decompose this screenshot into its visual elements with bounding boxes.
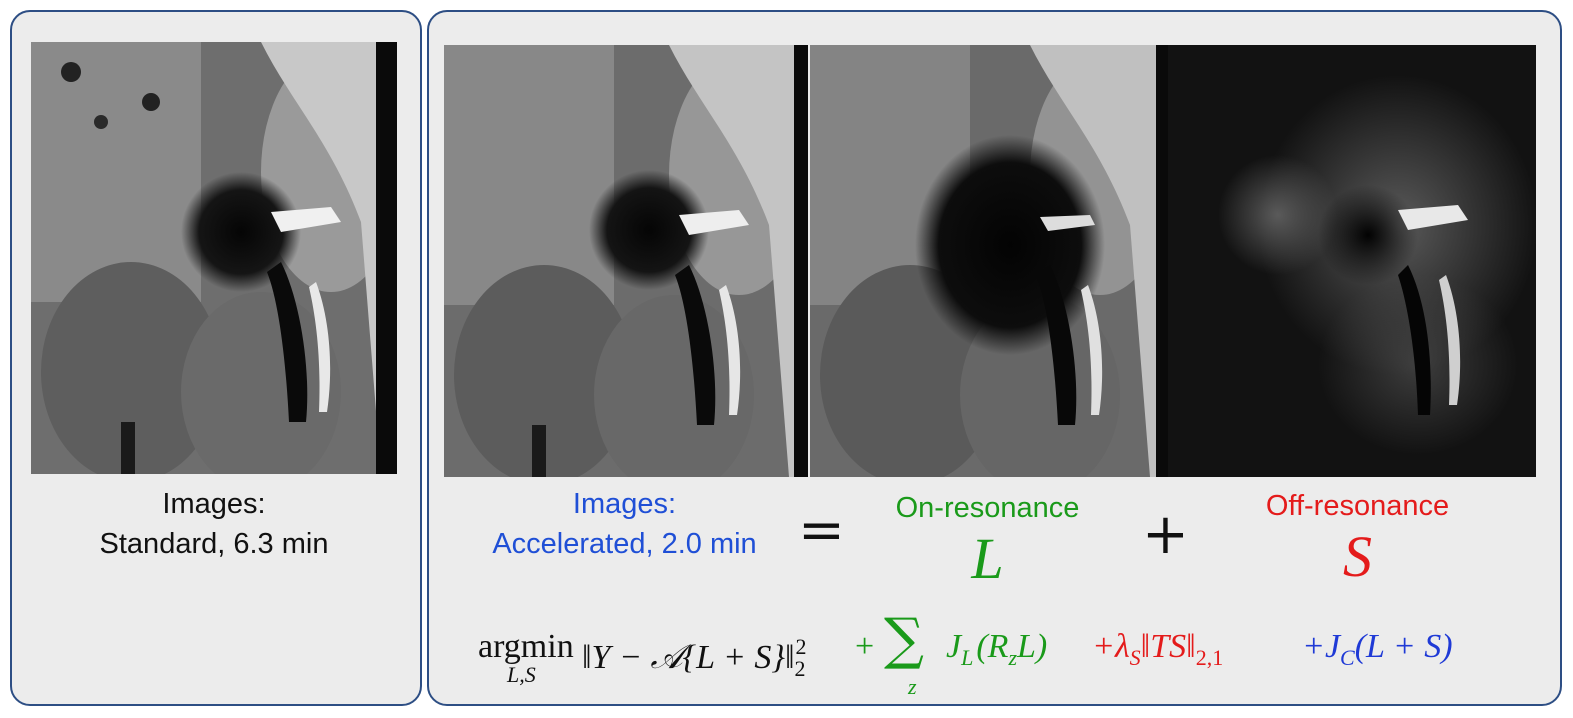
- consistency-arg: (L + S): [1354, 628, 1453, 665]
- lowrank-arg: (R: [976, 628, 1009, 665]
- lowrank-J-sub: L: [961, 645, 974, 670]
- accelerated-caption-line2: Accelerated, 2.0 min: [492, 528, 757, 560]
- on-resonance-symbol: L: [971, 526, 1004, 591]
- accelerated-mri-image: [444, 45, 808, 477]
- data-fidelity-term: ‖Y − 𝒜{L + S}‖22: [582, 627, 807, 689]
- on-resonance-label: On-resonance: [895, 492, 1080, 524]
- off-resonance-mri-image: [1168, 45, 1536, 477]
- argmin-subscript: L,S: [507, 662, 536, 687]
- standard-caption-line1: Images:: [162, 488, 266, 520]
- off-resonance-symbol: S: [1343, 524, 1372, 589]
- lowrank-arg-sub: z: [1008, 645, 1017, 670]
- sum-symbol: ∑: [884, 607, 924, 672]
- on-resonance-mri-image: [810, 45, 1170, 477]
- consistency-sub: C: [1340, 645, 1355, 670]
- argmin-operator: argmin: [478, 628, 574, 665]
- data-fidelity-norm: ‖Y − 𝒜{L + S}‖: [582, 639, 795, 676]
- lowrank-J: J: [946, 628, 962, 665]
- sparse-term: +λS‖TS‖2,1: [1092, 627, 1223, 678]
- off-resonance-label: Off-resonance: [1265, 490, 1450, 522]
- consistency-term: +JC(L + S): [1302, 627, 1453, 678]
- lowrank-term: JL(RzL): [946, 627, 1047, 678]
- data-fidelity-sup: 2: [795, 634, 807, 659]
- accelerated-caption: Images: Accelerated, 2.0 min: [452, 484, 797, 564]
- sum-index: z: [908, 674, 917, 699]
- sparse-norm-sub: 2,1: [1195, 645, 1224, 670]
- standard-caption: Images: Standard, 6.3 min: [31, 484, 397, 564]
- accelerated-caption-line1: Images:: [572, 488, 677, 520]
- sparse-lambda: +λ: [1092, 628, 1130, 665]
- plus-sign: +: [1142, 502, 1189, 567]
- consistency-J: +J: [1302, 628, 1341, 665]
- data-fidelity-sub: 2: [794, 656, 806, 681]
- sparse-norm: ‖TS‖: [1140, 628, 1196, 665]
- plus-lowrank: +: [855, 628, 875, 665]
- standard-mri-image: [31, 42, 397, 474]
- equals-sign: =: [798, 498, 845, 563]
- sparse-lambda-sub: S: [1129, 645, 1141, 670]
- lowrank-arg-end: L): [1017, 628, 1048, 665]
- standard-caption-line2: Standard, 6.3 min: [99, 528, 329, 560]
